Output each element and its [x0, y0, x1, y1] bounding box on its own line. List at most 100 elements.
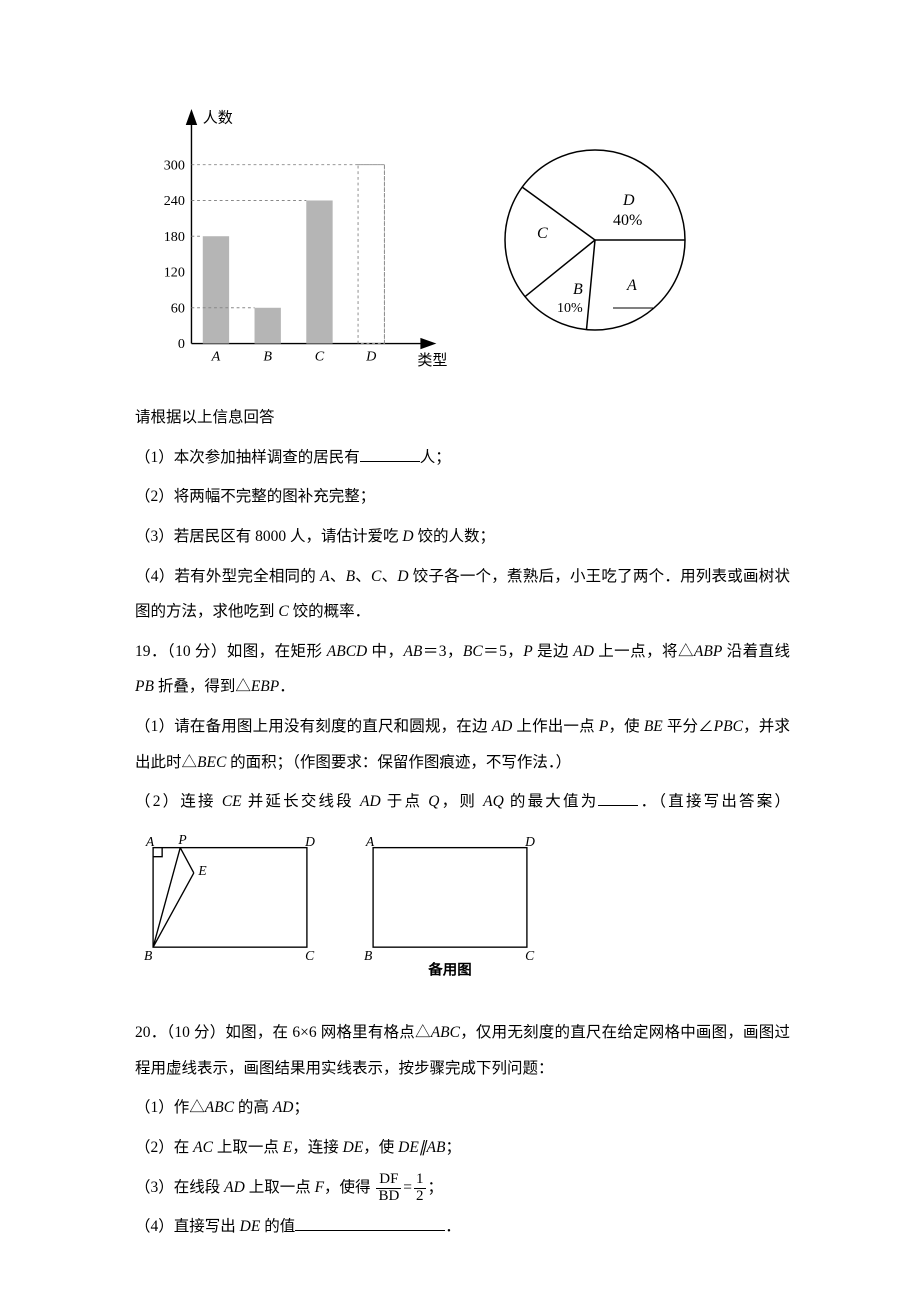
ytick: 300	[164, 157, 185, 173]
i-bc: BC	[463, 643, 483, 660]
i-ad: AD	[492, 718, 513, 735]
p20s2-a: （2）在	[135, 1139, 193, 1156]
i-d: D	[402, 528, 413, 545]
pie-b: B	[573, 281, 583, 298]
lbl-a: A	[145, 834, 155, 849]
p19s1-c: ，使	[608, 718, 644, 735]
p20s3-c: ，使得	[324, 1179, 371, 1196]
i-abc: ABC	[431, 1024, 460, 1041]
i-ad: AD	[360, 793, 381, 810]
p19-i: ．	[279, 678, 295, 695]
cat-d: D	[365, 348, 376, 364]
p19-b: 中，	[367, 643, 403, 660]
p20s3-d: ；	[428, 1179, 444, 1196]
i-q: Q	[428, 793, 439, 810]
p20-a: 20．（10 分）如图，在 6×6 网格里有格点△	[135, 1024, 431, 1041]
intro-line: 请根据以上信息回答	[135, 400, 790, 436]
p19s2-c: 于点	[381, 793, 429, 810]
blank	[598, 790, 638, 807]
p19s1-b: 上作出一点	[512, 718, 598, 735]
bar-d	[358, 165, 384, 344]
i-de: DE	[240, 1218, 261, 1235]
ytick: 240	[164, 193, 185, 209]
i-bec: BEC	[197, 754, 226, 771]
p19s2-b: 并延长交线段	[242, 793, 360, 810]
fraction-df-bd: DF BD	[376, 1172, 401, 1205]
i-abcd: ABCD	[327, 643, 367, 660]
p20s2-c: ，连接	[292, 1139, 342, 1156]
p19s1-a: （1）请在备用图上用没有刻度的直尺和圆规，在边	[135, 718, 492, 735]
p20s2-d: ，使	[363, 1139, 398, 1156]
p20s3: （3）在线段 AD 上取一点 F，使得 DF BD = 1 2 ；	[135, 1170, 790, 1206]
geom-row: A P D E B C A D B C 备用图	[135, 828, 790, 1003]
i-a: A	[320, 568, 329, 585]
ytick: 0	[178, 336, 185, 352]
p20s2: （2）在 AC 上取一点 E，连接 DE，使 DE∥AB；	[135, 1130, 790, 1166]
q2: （2）将两幅不完整的图补充完整；	[135, 479, 790, 515]
p20s1-b: 的高	[234, 1099, 273, 1116]
i-pbc: PBC	[714, 718, 743, 735]
geom-fig1: A P D E B C	[135, 828, 325, 1003]
p19s1-d: 平分∠	[663, 718, 714, 735]
i-c: C	[371, 568, 381, 585]
sep: 、	[381, 568, 397, 585]
lbl-e: E	[197, 863, 207, 878]
p19s2-f: ．（直接写出答案）	[638, 793, 790, 810]
pie-chart: D 40% C B 10% A	[485, 130, 705, 350]
q3-b: 饺的人数；	[414, 528, 495, 545]
bar-a	[203, 236, 229, 343]
i-c: C	[278, 603, 288, 620]
charts-row: 人数 类型 0 60 120 180 240 300	[135, 100, 790, 380]
i-deab: DE∥AB	[398, 1139, 445, 1156]
lbl-c: C	[305, 948, 315, 963]
p19-g: 沿着直线	[722, 643, 790, 660]
p19-c: ＝3，	[422, 643, 463, 660]
i-aq: AQ	[483, 793, 504, 810]
lbl-c: C	[525, 948, 535, 963]
frac-den: BD	[376, 1189, 401, 1205]
p20s1-a: （1）作△	[135, 1099, 205, 1116]
i-f: F	[315, 1179, 324, 1196]
i-ce: CE	[222, 793, 242, 810]
page: 人数 类型 0 60 120 180 240 300	[0, 0, 920, 1309]
bar-b	[255, 308, 281, 344]
pie-a: A	[626, 277, 637, 294]
p20: 20．（10 分）如图，在 6×6 网格里有格点△ABC，仅用无刻度的直尺在给定…	[135, 1015, 790, 1086]
ytick: 60	[171, 300, 185, 316]
bar-c	[306, 200, 332, 343]
cat-c: C	[315, 348, 325, 364]
pie-c: C	[537, 225, 548, 242]
i-b: B	[346, 568, 355, 585]
p20s4-a: （4）直接写出	[135, 1218, 240, 1235]
backup-label: 备用图	[427, 960, 471, 978]
p20s4: （4）直接写出 DE 的值．	[135, 1209, 790, 1245]
bar-chart: 人数 类型 0 60 120 180 240 300	[135, 100, 455, 380]
i-e: E	[283, 1139, 292, 1156]
p19-e: 是边	[533, 643, 574, 660]
p19-f: 上一点，将△	[594, 643, 694, 660]
q4: （4）若有外型完全相同的 A、B、C、D 饺子各一个，煮熟后，小王吃了两个．用列…	[135, 559, 790, 630]
i-ad: AD	[273, 1099, 294, 1116]
q3-a: （3）若居民区有 8000 人，请估计爱吃	[135, 528, 402, 545]
p20s1: （1）作△ABC 的高 AD；	[135, 1090, 790, 1126]
cat-a: A	[211, 348, 221, 364]
i-ad: AD	[224, 1179, 245, 1196]
i-d: D	[397, 568, 408, 585]
p19s2-d: ，则	[439, 793, 483, 810]
fraction-1-2: 1 2	[414, 1172, 426, 1205]
p20s2-e: ；	[446, 1139, 462, 1156]
q4-a: （4）若有外型完全相同的	[135, 568, 320, 585]
ytick: 120	[164, 265, 185, 281]
q1: （1）本次参加抽样调查的居民有人；	[135, 440, 790, 476]
i-p: P	[599, 718, 608, 735]
sep: 、	[355, 568, 371, 585]
i-be: BE	[644, 718, 663, 735]
blank	[295, 1215, 445, 1232]
i-de: DE	[343, 1139, 364, 1156]
p19s2-a: （2）连接	[135, 793, 222, 810]
frac-num2: 1	[414, 1172, 426, 1189]
lbl-b: B	[364, 948, 372, 963]
p20s2-b: 上取一点	[213, 1139, 283, 1156]
i-abc: ABC	[205, 1099, 234, 1116]
blank	[360, 445, 420, 462]
